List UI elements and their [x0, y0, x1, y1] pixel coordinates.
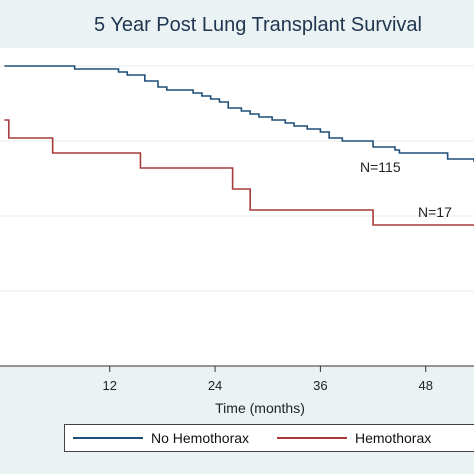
x-axis-label: Time (months) [215, 400, 305, 416]
grid-lines [0, 48, 474, 366]
series-lines [4, 65, 474, 226]
chart-title: 5 Year Post Lung Transplant Survival [94, 14, 422, 36]
legend-label-no-hemothorax: No Hemothorax [151, 430, 250, 446]
x-tick-label-48: 48 [418, 378, 432, 393]
legend-swatch-no-hemothorax [73, 437, 143, 439]
series-line-0 [4, 65, 474, 162]
x-tick-label-12: 12 [102, 378, 116, 393]
x-tick-label-36: 36 [313, 378, 327, 393]
annotation-no-hemothorax: N=115 [360, 159, 401, 175]
x-ticks: 12 24 36 48 [102, 366, 433, 393]
legend-item-no-hemothorax: No Hemothorax [73, 425, 249, 451]
series-line-1 [4, 119, 474, 226]
legend-item-hemothorax: Hemothorax [277, 425, 431, 451]
legend-swatch-hemothorax [277, 437, 347, 439]
legend: No Hemothorax Hemothorax [64, 424, 474, 452]
x-tick-label-24: 24 [208, 378, 222, 393]
annotation-hemothorax: N=17 [418, 204, 452, 220]
legend-label-hemothorax: Hemothorax [355, 430, 432, 446]
plot-background [0, 48, 474, 366]
